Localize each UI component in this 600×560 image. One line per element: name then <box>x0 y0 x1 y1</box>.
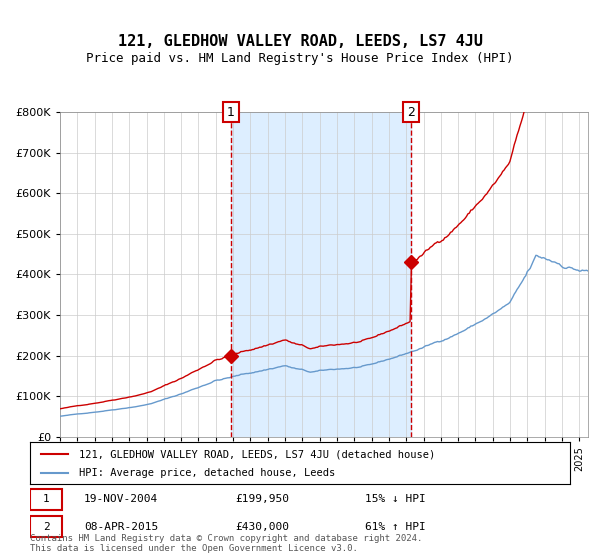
Text: 2: 2 <box>43 522 50 532</box>
Text: 121, GLEDHOW VALLEY ROAD, LEEDS, LS7 4JU (detached house): 121, GLEDHOW VALLEY ROAD, LEEDS, LS7 4JU… <box>79 449 435 459</box>
Text: Contains HM Land Registry data © Crown copyright and database right 2024.
This d: Contains HM Land Registry data © Crown c… <box>30 534 422 553</box>
Text: 121, GLEDHOW VALLEY ROAD, LEEDS, LS7 4JU: 121, GLEDHOW VALLEY ROAD, LEEDS, LS7 4JU <box>118 35 482 49</box>
Text: 19-NOV-2004: 19-NOV-2004 <box>84 494 158 504</box>
Text: 15% ↓ HPI: 15% ↓ HPI <box>365 494 425 504</box>
Text: £430,000: £430,000 <box>235 522 289 532</box>
Text: 2: 2 <box>407 105 415 119</box>
Text: Price paid vs. HM Land Registry's House Price Index (HPI): Price paid vs. HM Land Registry's House … <box>86 52 514 66</box>
FancyBboxPatch shape <box>30 489 62 510</box>
Text: HPI: Average price, detached house, Leeds: HPI: Average price, detached house, Leed… <box>79 468 335 478</box>
Text: 1: 1 <box>227 105 235 119</box>
FancyBboxPatch shape <box>30 516 62 538</box>
Text: 08-APR-2015: 08-APR-2015 <box>84 522 158 532</box>
Text: 61% ↑ HPI: 61% ↑ HPI <box>365 522 425 532</box>
Text: 1: 1 <box>43 494 50 504</box>
Bar <box>231 112 411 437</box>
Text: £199,950: £199,950 <box>235 494 289 504</box>
